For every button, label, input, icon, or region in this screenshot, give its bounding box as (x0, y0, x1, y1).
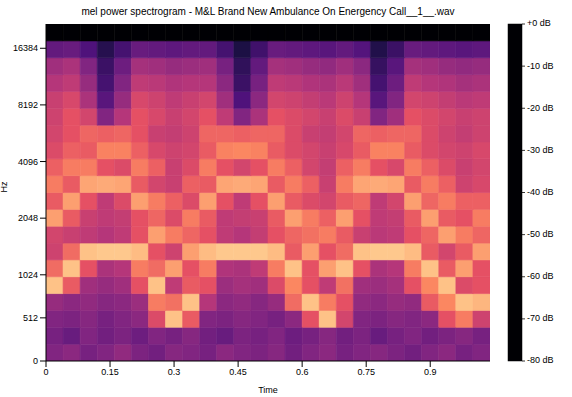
svg-text:0.6: 0.6 (296, 367, 309, 377)
svg-text:-30 dB: -30 dB (527, 145, 554, 155)
svg-text:0.75: 0.75 (357, 367, 375, 377)
svg-text:-20 dB: -20 dB (527, 103, 554, 113)
svg-text:512: 512 (23, 313, 38, 323)
svg-text:0.15: 0.15 (101, 367, 119, 377)
svg-text:0.3: 0.3 (168, 367, 181, 377)
svg-text:0.45: 0.45 (229, 367, 247, 377)
svg-text:-40 dB: -40 dB (527, 187, 554, 197)
svg-text:+0 dB: +0 dB (527, 18, 551, 28)
svg-text:-60 dB: -60 dB (527, 271, 554, 281)
svg-text:-80 dB: -80 dB (527, 355, 554, 365)
svg-text:Time: Time (258, 385, 278, 395)
svg-text:0.9: 0.9 (424, 367, 437, 377)
svg-text:4096: 4096 (18, 157, 38, 167)
html-text:mel power spectrogram - M&L Br: mel power spectrogram - M&L Brand New Am… (81, 6, 455, 17)
svg-text:-70 dB: -70 dB (527, 313, 554, 323)
svg-text:0: 0 (33, 356, 38, 366)
svg-text:0: 0 (43, 367, 48, 377)
svg-text:1024: 1024 (18, 270, 38, 280)
svg-text:2048: 2048 (18, 213, 38, 223)
svg-text:Hz: Hz (0, 181, 9, 192)
svg-text:-10 dB: -10 dB (527, 61, 554, 71)
svg-text:8192: 8192 (18, 100, 38, 110)
svg-text:16384: 16384 (13, 43, 38, 53)
svg-text:-50 dB: -50 dB (527, 229, 554, 239)
